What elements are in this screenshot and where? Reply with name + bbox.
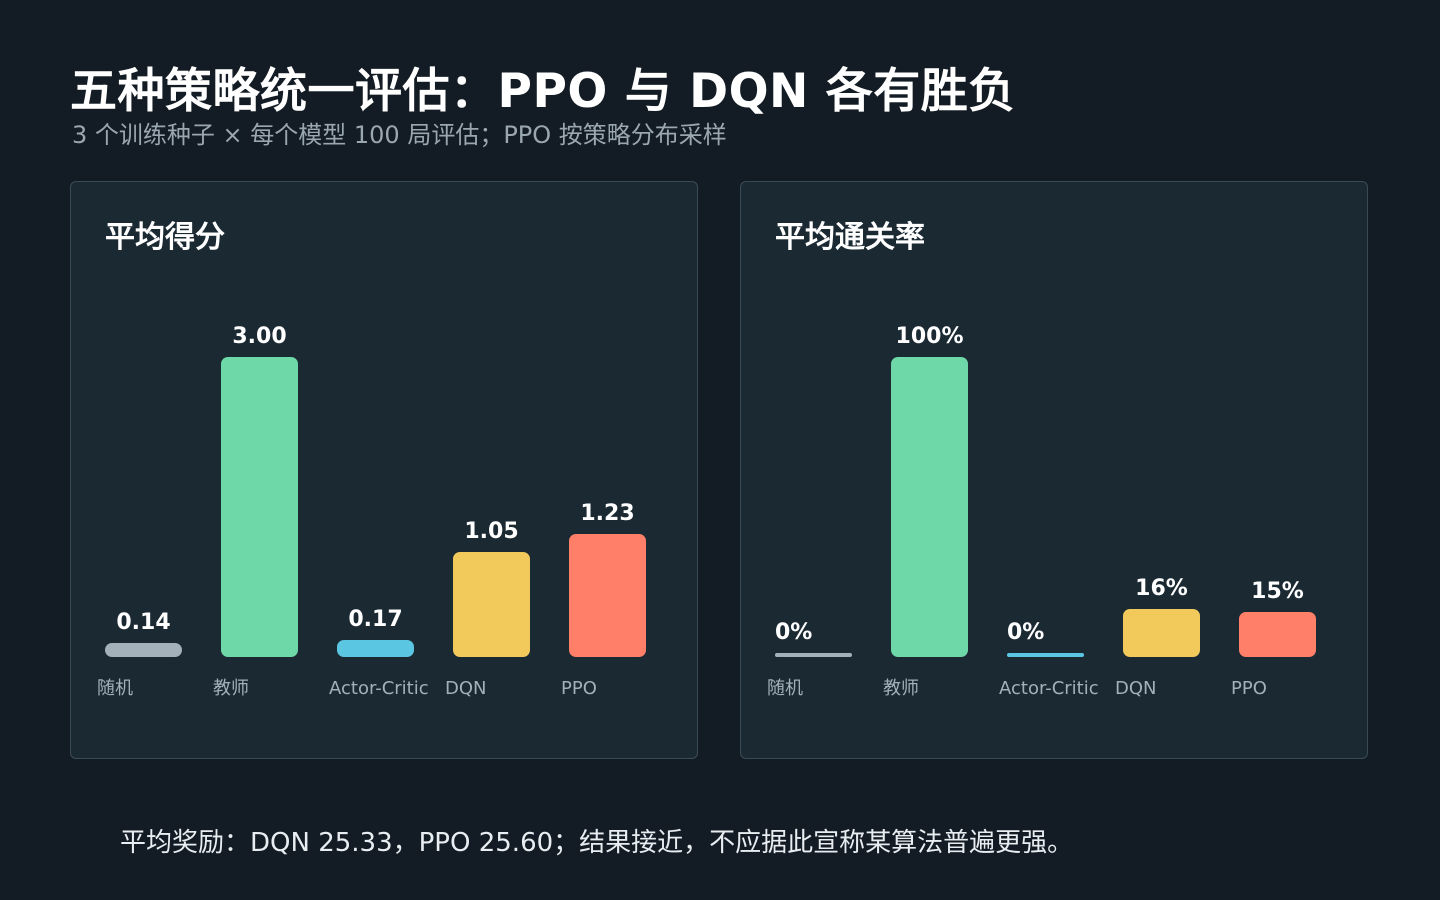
footer-note: 平均奖励：DQN 25.33，PPO 25.60；结果接近，不应据此宣称某算法普… <box>120 828 1074 858</box>
bar-随机 <box>105 643 182 657</box>
value-label: 0% <box>775 620 812 645</box>
clear-rate-chart-panel: 平均通关率 0% 随机 100% 教师 0% Actor-Critic 16% DQN 15% P… <box>740 181 1368 759</box>
bar-教师 <box>221 357 298 657</box>
value-label: 16% <box>1135 576 1188 601</box>
chart-title: 平均得分 <box>105 220 225 255</box>
value-label: 1.23 <box>580 501 634 526</box>
value-label: 15% <box>1251 579 1304 604</box>
score-chart-panel: 平均得分 0.14 随机 3.00 教师 0.17 Actor-Critic 1.05 DQN… <box>70 181 698 759</box>
clear-rate-bar-chart: 0% 随机 100% 教师 0% Actor-Critic 16% DQN 15% PPO <box>767 324 1316 699</box>
bar-dqn <box>453 552 530 657</box>
score-bar-chart: 0.14 随机 3.00 教师 0.17 Actor-Critic 1.05 DQN 1.23 P… <box>97 324 646 699</box>
category-label: 教师 <box>883 678 919 699</box>
bar-dqn <box>1123 609 1200 657</box>
value-label: 0.14 <box>116 610 170 635</box>
category-label: DQN <box>445 678 487 699</box>
category-label: DQN <box>1115 678 1157 699</box>
bar-教师 <box>891 357 968 657</box>
page-title: 五种策略统一评估：PPO 与 DQN 各有胜负 <box>70 64 1016 119</box>
bar-随机 <box>775 653 852 657</box>
bar-ppo <box>1239 612 1316 657</box>
page-subtitle: 3 个训练种子 × 每个模型 100 局评估；PPO 按策略分布采样 <box>72 121 727 149</box>
category-label: 随机 <box>767 678 803 699</box>
chart-title: 平均通关率 <box>775 220 925 255</box>
bar-ppo <box>569 534 646 657</box>
value-label: 0.17 <box>348 607 402 632</box>
value-label: 3.00 <box>232 324 286 349</box>
category-label: Actor-Critic <box>999 678 1099 699</box>
category-label: PPO <box>561 678 597 699</box>
category-label: 随机 <box>97 678 133 699</box>
value-label: 1.05 <box>464 519 518 544</box>
bar-actor-critic <box>337 640 414 657</box>
category-label: 教师 <box>213 678 249 699</box>
category-label: Actor-Critic <box>329 678 429 699</box>
category-label: PPO <box>1231 678 1267 699</box>
value-label: 100% <box>896 324 964 349</box>
value-label: 0% <box>1007 620 1044 645</box>
bar-actor-critic <box>1007 653 1084 657</box>
